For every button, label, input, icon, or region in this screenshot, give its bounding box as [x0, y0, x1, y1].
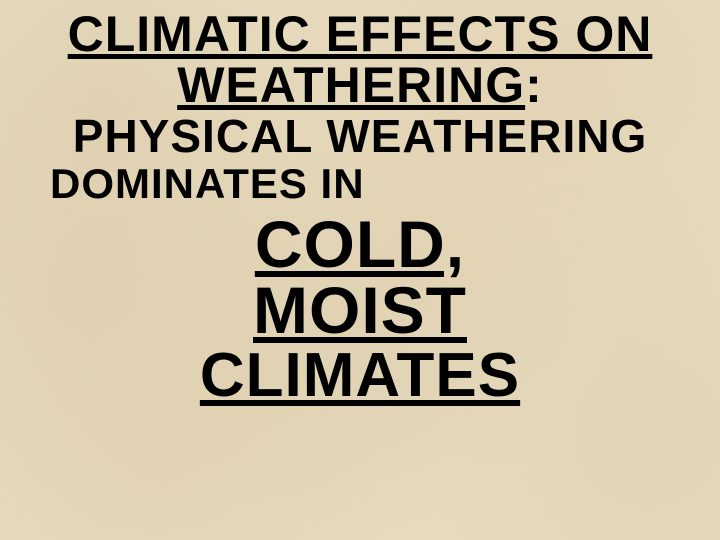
dominates-text: DOMINATES IN — [50, 163, 365, 205]
title-line-1: CLIMATIC EFFECTS ON — [68, 8, 653, 61]
climates-text: CLIMATES — [200, 345, 520, 407]
title-line-2: WEATHERING: — [177, 59, 543, 112]
cold-text: COLD, — [255, 211, 465, 277]
title-colon: : — [525, 57, 543, 113]
slide: CLIMATIC EFFECTS ON WEATHERING: PHYSICAL… — [0, 0, 720, 540]
title-underlined-word: WEATHERING — [177, 57, 525, 113]
moist-text: MOIST — [253, 277, 467, 343]
subtitle: PHYSICAL WEATHERING — [73, 113, 647, 159]
